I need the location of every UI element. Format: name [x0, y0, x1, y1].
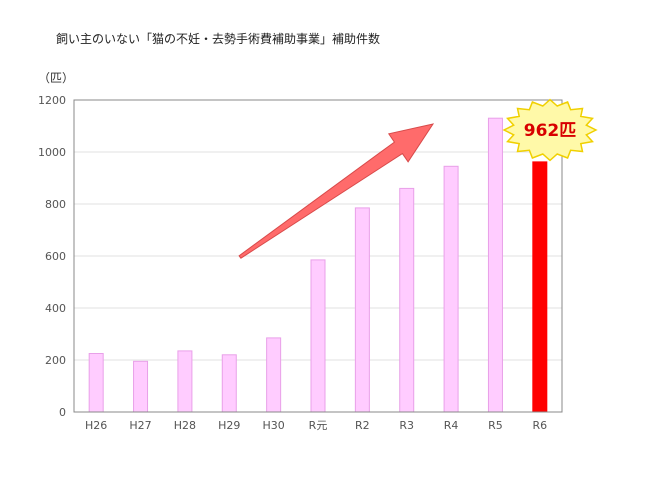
bar	[354, 207, 370, 413]
x-tick-label: R3	[399, 419, 414, 432]
y-axis-unit-label: （匹）	[38, 71, 75, 85]
x-tick-label: R5	[488, 419, 503, 432]
highlight-callout: 962匹	[502, 98, 598, 162]
y-tick-label: 800	[45, 198, 66, 211]
bar	[266, 337, 282, 413]
y-tick-labels: 0 200 400 600 800 1000 1200	[38, 94, 66, 419]
trend-arrow-icon	[238, 123, 435, 259]
bar	[221, 354, 237, 413]
bar-highlight	[532, 161, 548, 413]
y-tick-label: 1000	[38, 146, 66, 159]
x-tick-label: R元	[309, 419, 328, 432]
y-tick-label: 0	[59, 406, 66, 419]
x-tick-label: R2	[355, 419, 370, 432]
y-tick-label: 200	[45, 354, 66, 367]
x-tick-label: H27	[129, 419, 151, 432]
bar	[487, 117, 503, 413]
plot-frame	[73, 99, 563, 413]
bar	[88, 353, 104, 413]
y-tick-label: 600	[45, 250, 66, 263]
y-tick-label: 1200	[38, 94, 66, 107]
x-tick-label: H30	[262, 419, 284, 432]
chart-title: 飼い主のいない「猫の不妊・去勢手術費補助事業」補助件数	[56, 32, 381, 46]
starburst-icon	[502, 98, 598, 162]
x-tick-label: R4	[444, 419, 459, 432]
bar	[443, 165, 459, 413]
highlight-value-label: 962匹	[524, 121, 577, 141]
bar	[399, 187, 415, 413]
bars	[88, 117, 548, 413]
bar	[133, 360, 149, 413]
x-tick-label: R6	[532, 419, 547, 432]
y-tick-label: 400	[45, 302, 66, 315]
bar	[310, 259, 326, 413]
x-tick-label: H28	[174, 419, 196, 432]
x-tick-label: H26	[85, 419, 107, 432]
x-tick-labels: H26 H27 H28 H29 H30 R元 R2 R3 R4 R5 R6	[85, 419, 547, 432]
bar	[177, 350, 193, 413]
x-tick-label: H29	[218, 419, 240, 432]
